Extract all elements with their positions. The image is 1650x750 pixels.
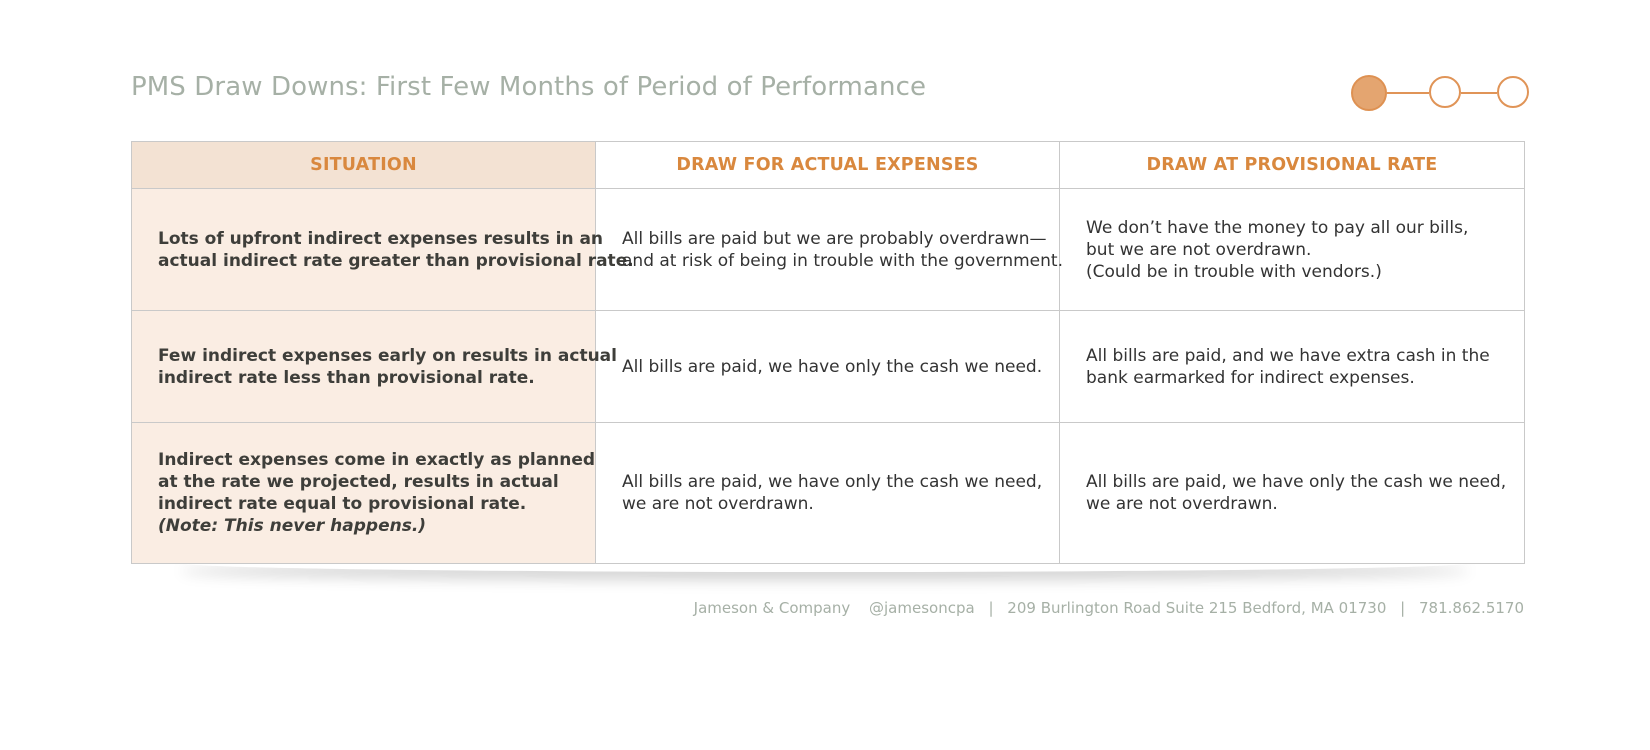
progress-step-1-active	[1351, 75, 1387, 111]
cell-line: All bills are paid, we have only the cas…	[622, 356, 1043, 377]
header-situation: SITUATION	[131, 141, 596, 189]
cell-line: All bills are paid, and we have extra ca…	[1086, 345, 1490, 366]
cell-line: we are not overdrawn.	[622, 494, 814, 514]
progress-connector	[1461, 92, 1497, 94]
page-title: PMS Draw Downs: First Few Months of Peri…	[131, 72, 927, 102]
cell-line: Indirect expenses come in exactly as pla…	[158, 450, 596, 470]
footer-address: 209 Burlington Road Suite 215 Bedford, M…	[1007, 599, 1387, 617]
comparison-table-wrapper: SITUATION DRAW FOR ACTUAL EXPENSES DRAW …	[131, 141, 1525, 564]
progress-indicator	[1351, 75, 1529, 112]
progress-step-2	[1429, 76, 1461, 108]
cell-line: (Could be in trouble with vendors.)	[1086, 261, 1382, 282]
cell-line: All bills are paid but we are probably o…	[622, 228, 1047, 249]
header-draw-actual-expenses: DRAW FOR ACTUAL EXPENSES	[595, 141, 1060, 189]
actual-expenses-cell: All bills are paid but we are probably o…	[595, 188, 1063, 311]
footer-company: Jameson & Company	[693, 599, 851, 617]
comparison-table: SITUATION DRAW FOR ACTUAL EXPENSES DRAW …	[131, 141, 1525, 564]
cell-line: but we are not overdrawn.	[1086, 239, 1312, 260]
footer: Jameson & Company @jamesoncpa | 209 Burl…	[694, 599, 1524, 617]
table-row: Few indirect expenses early on results i…	[131, 310, 1525, 423]
provisional-rate-cell: We don’t have the money to pay all our b…	[1059, 188, 1525, 311]
situation-cell: Few indirect expenses early on results i…	[131, 310, 617, 423]
situation-cell: Lots of upfront indirect expenses result…	[131, 188, 634, 311]
cell-line: indirect rate equal to provisional rate.	[158, 494, 527, 514]
situation-cell: Indirect expenses come in exactly as pla…	[131, 422, 596, 564]
situation-note: (Note: This never happens.)	[158, 516, 427, 536]
progress-connector	[1387, 92, 1429, 94]
cell-line: We don’t have the money to pay all our b…	[1086, 217, 1469, 238]
table-header-row: SITUATION DRAW FOR ACTUAL EXPENSES DRAW …	[131, 141, 1525, 189]
cell-line: actual indirect rate greater than provis…	[158, 250, 634, 271]
footer-separator: |	[1400, 599, 1406, 617]
actual-expenses-cell: All bills are paid, we have only the cas…	[595, 422, 1060, 564]
cell-line: and at risk of being in trouble with the…	[622, 250, 1063, 271]
provisional-rate-cell: All bills are paid, we have only the cas…	[1059, 422, 1525, 564]
cell-line: at the rate we projected, results in act…	[158, 472, 559, 492]
cell-line: Lots of upfront indirect expenses result…	[158, 228, 604, 249]
table-row: Lots of upfront indirect expenses result…	[131, 188, 1525, 311]
cell-line: we are not overdrawn.	[1086, 494, 1278, 514]
footer-handle: @jamesoncpa	[869, 599, 975, 617]
provisional-rate-cell: All bills are paid, and we have extra ca…	[1059, 310, 1525, 423]
cell-line: bank earmarked for indirect expenses.	[1086, 367, 1415, 388]
progress-step-3	[1497, 76, 1529, 108]
header-draw-provisional-rate: DRAW AT PROVISIONAL RATE	[1059, 141, 1525, 189]
cell-line: All bills are paid, we have only the cas…	[1086, 472, 1507, 492]
cell-line: All bills are paid, we have only the cas…	[622, 472, 1043, 492]
actual-expenses-cell: All bills are paid, we have only the cas…	[595, 310, 1060, 423]
footer-separator: |	[988, 599, 994, 617]
cell-line: Few indirect expenses early on results i…	[158, 345, 617, 366]
footer-phone: 781.862.5170	[1419, 599, 1524, 617]
table-row: Indirect expenses come in exactly as pla…	[131, 422, 1525, 564]
cell-line: indirect rate less than provisional rate…	[158, 367, 535, 388]
